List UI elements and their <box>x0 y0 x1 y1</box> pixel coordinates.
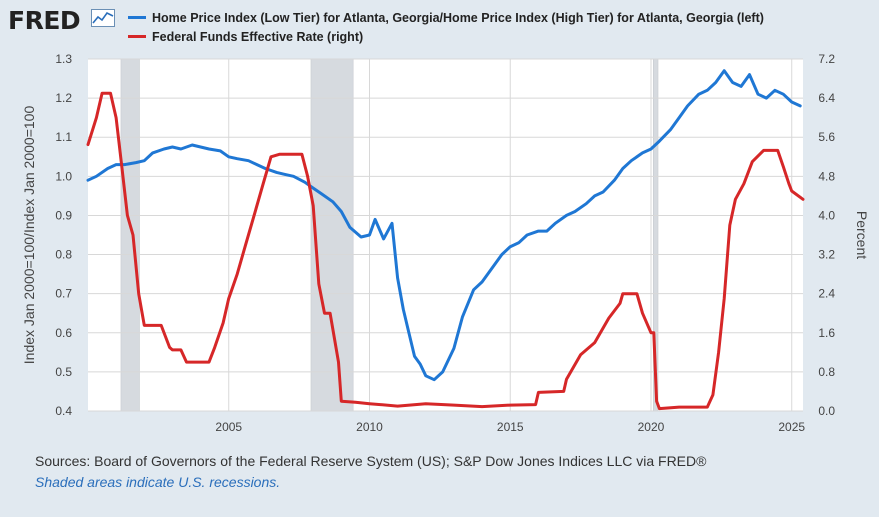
legend-item-home-price[interactable]: Home Price Index (Low Tier) for Atlanta,… <box>128 11 764 25</box>
left-tick-label: 1.3 <box>55 52 72 66</box>
gridlines <box>88 58 803 412</box>
left-tick-label: 0.5 <box>55 365 72 379</box>
series-lines <box>86 69 805 411</box>
right-tick-label: 4.8 <box>818 169 835 183</box>
right-axis-ticks: 0.0 0.8 1.6 2.4 3.2 4.0 4.8 5.6 6.4 7.2 <box>818 52 835 418</box>
right-tick-label: 0.8 <box>818 365 835 379</box>
series-home-price-line[interactable] <box>86 69 802 382</box>
left-axis-ticks: 0.4 0.5 0.6 0.7 0.8 0.9 1.0 1.1 1.2 1.3 <box>55 52 72 418</box>
right-tick-label: 7.2 <box>818 52 835 66</box>
sources-note: Sources: Board of Governors of the Feder… <box>35 453 707 469</box>
left-tick-label: 1.0 <box>55 169 72 183</box>
right-tick-label: 5.6 <box>818 130 835 144</box>
legend-label-fed-funds: Federal Funds Effective Rate (right) <box>152 30 364 44</box>
recession-note[interactable]: Shaded areas indicate U.S. recessions. <box>35 474 281 490</box>
recession-band-0 <box>120 58 140 412</box>
right-tick-label: 3.2 <box>818 248 835 262</box>
series-fed-funds-line[interactable] <box>86 91 805 411</box>
right-tick-label: 4.0 <box>818 208 835 222</box>
x-tick-label: 2015 <box>497 420 524 434</box>
left-tick-label: 0.7 <box>55 287 72 301</box>
left-tick-label: 0.4 <box>55 404 72 418</box>
chart-plot: 0.4 0.5 0.6 0.7 0.8 0.9 1.0 1.1 1.2 1.3 0.0 0.8 1.6… <box>21 52 870 434</box>
x-tick-label: 2025 <box>778 420 805 434</box>
plot-background <box>88 59 803 411</box>
left-tick-label: 0.6 <box>55 326 72 340</box>
legend-label-home-price: Home Price Index (Low Tier) for Atlanta,… <box>152 11 764 25</box>
x-tick-label: 2010 <box>356 420 383 434</box>
right-tick-label: 6.4 <box>818 91 835 105</box>
right-tick-label: 1.6 <box>818 326 835 340</box>
fred-logo[interactable]: FRED <box>8 6 81 35</box>
left-tick-label: 0.9 <box>55 208 72 222</box>
left-tick-label: 1.2 <box>55 91 72 105</box>
chart-line-icon <box>91 9 115 27</box>
x-tick-label: 2005 <box>215 420 242 434</box>
legend-swatch-home-price <box>128 16 146 20</box>
recession-band-1 <box>310 58 354 412</box>
x-axis-ticks: 2005 2010 2015 2020 2025 <box>215 420 805 434</box>
right-tick-label: 2.4 <box>818 287 835 301</box>
right-tick-label: 0.0 <box>818 404 835 418</box>
right-axis-title: Percent <box>854 211 870 259</box>
legend-swatch-fed-funds <box>128 35 146 39</box>
x-tick-label: 2020 <box>638 420 665 434</box>
legend-item-fed-funds[interactable]: Federal Funds Effective Rate (right) <box>128 30 363 44</box>
left-axis-title: Index Jan 2000=100/Index Jan 2000=100 <box>21 106 37 365</box>
left-tick-label: 0.8 <box>55 248 72 262</box>
left-tick-label: 1.1 <box>55 130 72 144</box>
